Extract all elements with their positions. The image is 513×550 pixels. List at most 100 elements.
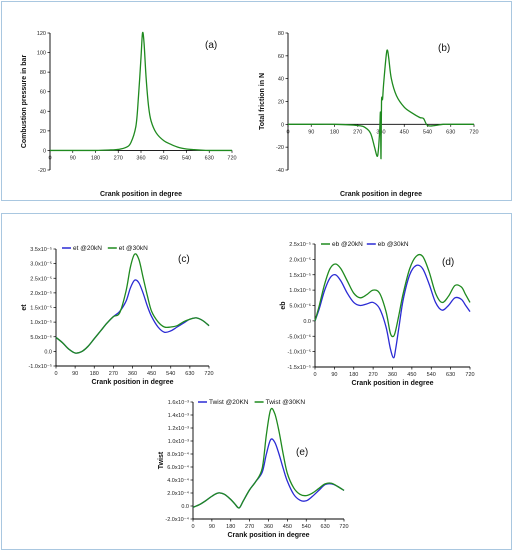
x-tick-label: 270: [245, 524, 254, 530]
y-tick-label: -1.5x10⁻⁵: [287, 364, 311, 371]
series-line-1: [314, 264, 471, 359]
legend-label: Twist @20KN: [209, 399, 249, 406]
y-tick-label: 80: [40, 70, 46, 76]
x-tick-label: 180: [91, 155, 100, 161]
y-tick-label: 2.5x10⁻⁵: [30, 275, 52, 282]
y-tick-label: 6.0x10⁻⁴: [167, 464, 189, 471]
panel-label: (d): [442, 257, 454, 268]
x-tick-label: 450: [407, 372, 416, 378]
x-tick-label: 0: [191, 524, 194, 530]
y-tick-label: 1.0x10⁻⁵: [30, 319, 52, 326]
x-tick-label: 270: [109, 371, 118, 377]
y-tick-label: 0.0: [181, 504, 189, 510]
series-line-2: [314, 253, 471, 338]
y-tick-label: 60: [40, 90, 46, 96]
legend-label: Twist @30KN: [266, 399, 306, 406]
x-tick-label: 180: [90, 371, 99, 377]
legend: et @20kN et @30kN: [62, 245, 148, 252]
x-tick-label: 180: [330, 129, 339, 135]
series-line-2: [192, 407, 345, 509]
x-tick-label: 0: [286, 129, 289, 135]
y-tick-label: 1.6x10⁻³: [168, 400, 189, 406]
y-axis-label: et: [21, 304, 28, 311]
y-tick-label: 1.0x10⁻³: [168, 439, 189, 445]
y-tick-label: 1.2x10⁻³: [168, 426, 189, 432]
x-tick-label: 630: [205, 155, 214, 161]
y-tick-label: 1.4x10⁻³: [168, 413, 189, 419]
x-tick-label: 360: [388, 372, 397, 378]
y-axis-label: eb: [280, 301, 287, 309]
y-tick-label: -1.0x10⁻⁵: [28, 363, 52, 370]
y-tick-label: -5.0x10⁻⁶: [287, 333, 311, 340]
y-tick-label: 2.0x10⁻⁵: [30, 290, 52, 297]
y-tick-label: 1.5x10⁻⁵: [30, 305, 52, 312]
y-tick-label: 4.0x10⁻⁴: [167, 477, 189, 484]
y-tick-label: 1.0x10⁻⁵: [289, 287, 311, 294]
x-tick-label: 180: [226, 524, 235, 530]
axes: 0 90 180 270 360 450 540 630 720 -1.5x10⁻⁵ -1.0x10…: [287, 241, 474, 378]
x-tick-label: 450: [147, 371, 156, 377]
y-tick-label: 100: [37, 51, 46, 57]
y-axis-label: Combustion pressure in bar: [21, 55, 28, 149]
x-tick-label: 720: [469, 129, 478, 135]
y-tick-label: 2.0x10⁻⁴: [167, 490, 189, 497]
x-tick-label: 90: [72, 371, 78, 377]
y-tick-label: 20: [40, 129, 46, 135]
series-line-1: [192, 438, 345, 509]
y-tick-label: 40: [40, 109, 46, 115]
x-tick-label: 270: [114, 155, 123, 161]
y-tick-label: 2.0x10⁻⁵: [289, 256, 311, 263]
x-tick-label: 0: [48, 155, 51, 161]
x-tick-label: 540: [182, 155, 191, 161]
y-axis-label: Twist: [158, 451, 165, 469]
x-tick-label: 720: [339, 524, 348, 530]
panel-label: (a): [205, 40, 217, 51]
x-tick-label: 360: [264, 524, 273, 530]
y-tick-label: -20: [38, 168, 46, 174]
x-tick-label: 180: [349, 372, 358, 378]
panel-label: (e): [296, 447, 308, 458]
y-tick-label: 20: [278, 100, 284, 106]
x-tick-label: 720: [204, 371, 213, 377]
x-tick-label: 450: [400, 129, 409, 135]
y-tick-label: 5.0x10⁻⁶: [30, 334, 52, 341]
x-tick-label: 270: [353, 129, 362, 135]
x-axis-label: Crank position in degree: [100, 191, 182, 198]
x-axis-label: Crank position in degree: [351, 380, 433, 387]
series-line-2: [55, 253, 210, 354]
axes: 0 90 180 270 360 450 540 630 720 -1.0x10⁻⁵ 0.0 5.0x…: [28, 246, 213, 377]
y-tick-label: 0.0: [44, 349, 52, 355]
x-tick-label: 630: [446, 129, 455, 135]
legend-label: et @30kN: [119, 245, 148, 252]
x-tick-label: 450: [283, 524, 292, 530]
x-tick-label: 90: [331, 372, 337, 378]
x-tick-label: 630: [321, 524, 330, 530]
y-tick-label: 3.5x10⁻⁵: [30, 246, 52, 253]
x-tick-label: 450: [159, 155, 168, 161]
series-line-1: [50, 31, 232, 152]
x-tick-label: 0: [54, 371, 57, 377]
legend: Twist @20KN Twist @30KN: [198, 399, 305, 406]
y-tick-label: 60: [278, 54, 284, 60]
x-tick-label: 720: [227, 155, 236, 161]
y-tick-label: -40: [276, 168, 284, 174]
x-tick-label: 360: [128, 371, 137, 377]
y-tick-label: 80: [278, 31, 284, 37]
x-axis-label: Crank position in degree: [340, 191, 422, 198]
x-tick-label: 540: [427, 372, 436, 378]
bottom-figure-frame: [1, 213, 512, 550]
panel-label: (c): [178, 254, 190, 265]
legend-label: eb @20kN: [332, 241, 363, 248]
panel-label: (b): [438, 43, 450, 54]
y-tick-label: 3.0x10⁻⁵: [30, 261, 52, 268]
x-tick-label: 90: [70, 155, 76, 161]
x-tick-label: 540: [423, 129, 432, 135]
x-axis-label: Crank position in degree: [227, 532, 309, 539]
x-tick-label: 630: [446, 372, 455, 378]
y-tick-label: 0: [281, 122, 284, 128]
